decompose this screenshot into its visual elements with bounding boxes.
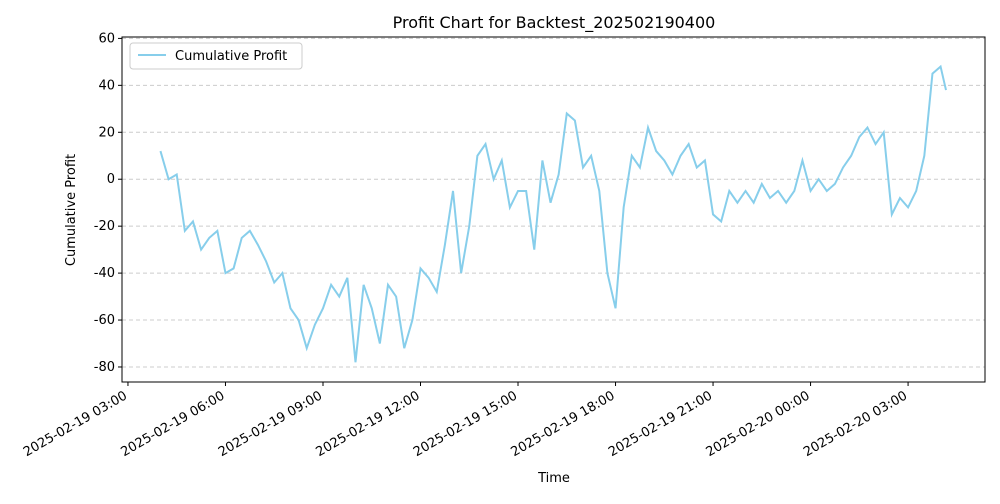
y-tick-label: 40	[98, 78, 115, 93]
x-tick-label: 2025-02-19 03:00	[21, 388, 130, 460]
y-tick-label: -40	[94, 266, 115, 281]
y-tick-label: -80	[94, 360, 115, 375]
y-tick-label: 20	[98, 125, 115, 140]
legend-label: Cumulative Profit	[175, 49, 287, 64]
plot-frame	[121, 36, 986, 383]
x-tick-label: 2025-02-19 18:00	[509, 388, 618, 460]
chart-title: Profit Chart for Backtest_202502190400	[393, 13, 716, 33]
line-series	[159, 64, 947, 363]
x-tick-label: 2025-02-19 15:00	[411, 388, 520, 460]
y-axis-label: Cumulative Profit	[64, 154, 79, 266]
x-tick-label: 2025-02-19 21:00	[606, 388, 715, 460]
x-tick-label: 2025-02-20 00:00	[704, 388, 813, 460]
y-tick-label: -20	[94, 219, 115, 234]
y-tick-label: 0	[107, 172, 115, 187]
y-tick-label: 60	[98, 31, 115, 46]
x-tick-label: 2025-02-19 09:00	[216, 388, 325, 460]
x-tick-label: 2025-02-19 06:00	[119, 388, 228, 460]
x-tick-label: 2025-02-19 12:00	[314, 388, 423, 460]
legend-box	[129, 42, 303, 70]
x-tick-label: 2025-02-20 03:00	[801, 388, 910, 460]
y-tick-label: -60	[94, 313, 115, 328]
x-axis-label: Time	[537, 471, 570, 486]
